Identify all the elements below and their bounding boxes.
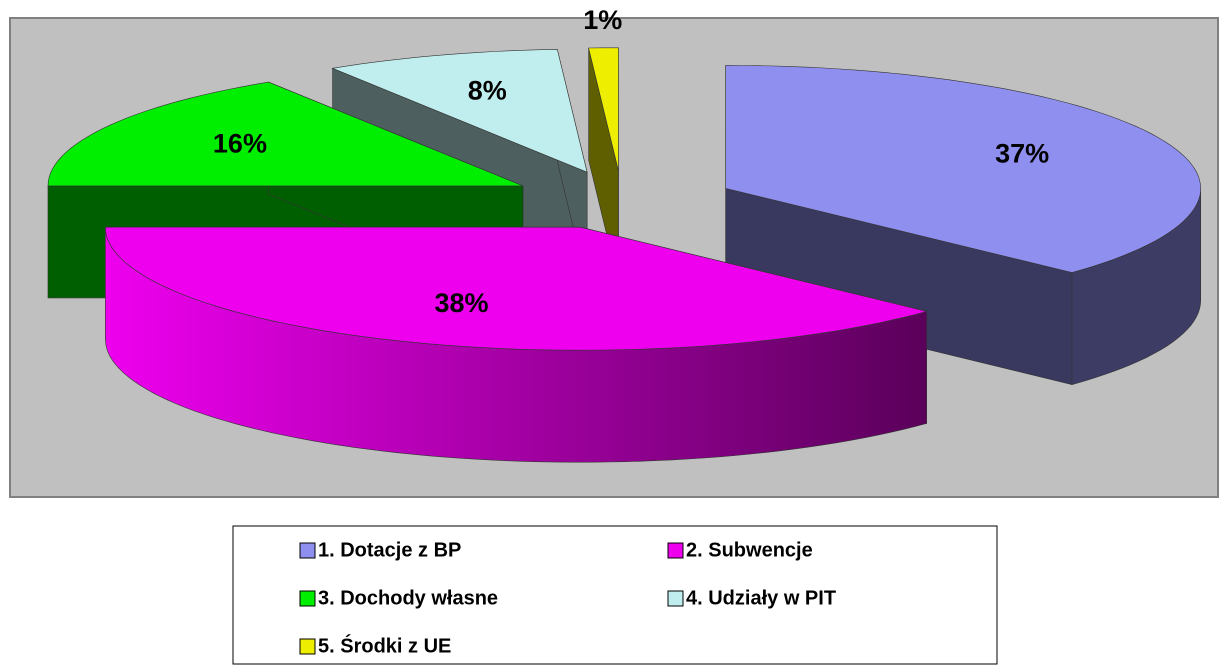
legend-label: 1. Dotacje z BP (318, 539, 461, 561)
slice (725, 65, 1202, 273)
pie: 37% 38% 16% 8% 1% (47, 5, 1202, 463)
legend-swatch (667, 542, 684, 559)
data-label: 1% (583, 5, 622, 35)
slice (331, 49, 588, 173)
legend-swatch (299, 638, 316, 655)
legend-label: 3. Dochody własne (318, 587, 498, 609)
slice (47, 81, 524, 187)
slice (105, 226, 927, 351)
data-label: 8% (468, 76, 507, 106)
slice (588, 47, 619, 171)
data-label: 37% (995, 138, 1049, 168)
legend-label: 2. Subwencje (686, 539, 813, 561)
legend: 1. Dotacje z BP 2. Subwencje 3. Dochody wł… (299, 539, 836, 657)
data-label: 38% (434, 288, 488, 318)
legend-box (232, 525, 998, 665)
data-label: 16% (213, 129, 267, 159)
legend-label: 4. Udziały w PIT (686, 587, 836, 609)
legend-swatch (299, 542, 316, 559)
legend-swatch (299, 590, 316, 607)
legend-swatch (667, 590, 684, 607)
legend-label: 5. Środki z UE (318, 633, 451, 657)
